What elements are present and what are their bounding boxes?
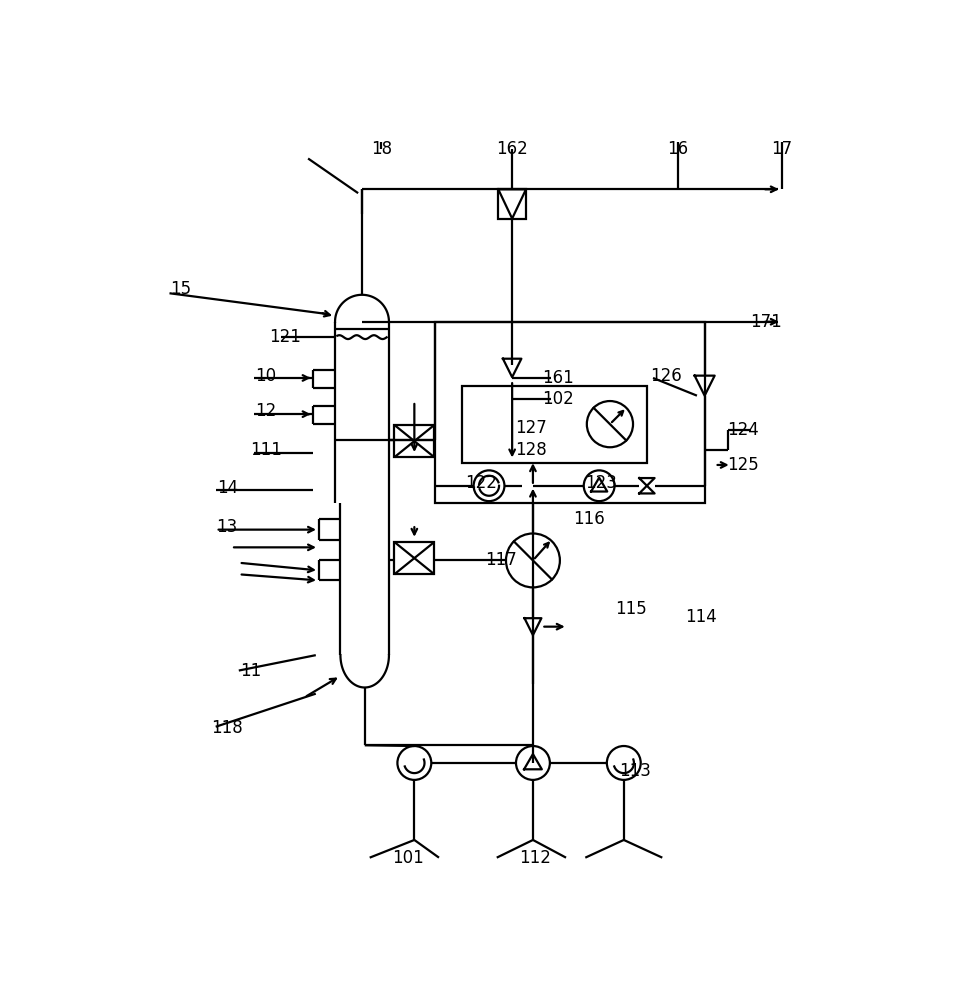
Bar (435, 322, 705, 503)
Bar (395, 542, 434, 574)
Text: 124: 124 (727, 421, 759, 439)
Text: 126: 126 (650, 367, 682, 385)
Text: 123: 123 (585, 474, 617, 492)
Text: 16: 16 (667, 140, 689, 158)
Text: 112: 112 (519, 849, 551, 867)
Circle shape (474, 470, 505, 501)
Circle shape (607, 746, 641, 780)
Text: 11: 11 (240, 662, 261, 680)
Text: 101: 101 (393, 849, 425, 867)
Circle shape (587, 401, 633, 447)
Text: 13: 13 (217, 518, 238, 536)
Text: 102: 102 (542, 390, 574, 408)
Bar (498, 189, 526, 219)
Text: 111: 111 (249, 441, 281, 459)
Text: 114: 114 (685, 608, 717, 626)
Text: 117: 117 (484, 551, 516, 569)
Text: 14: 14 (217, 479, 238, 497)
Text: 125: 125 (727, 456, 759, 474)
Text: 18: 18 (370, 140, 392, 158)
Circle shape (516, 746, 550, 780)
Text: 171: 171 (750, 313, 782, 331)
Bar (462, 386, 647, 463)
Text: 116: 116 (573, 510, 605, 528)
Text: 161: 161 (542, 369, 574, 387)
Text: 162: 162 (496, 140, 528, 158)
Text: 12: 12 (255, 402, 277, 420)
Text: 113: 113 (620, 762, 652, 780)
Text: 127: 127 (515, 419, 547, 437)
Text: 128: 128 (515, 441, 547, 459)
Circle shape (506, 533, 560, 587)
Text: 17: 17 (771, 140, 792, 158)
Text: 10: 10 (255, 367, 277, 385)
Bar (395, 425, 434, 457)
Circle shape (584, 470, 615, 501)
Text: 115: 115 (616, 600, 647, 618)
Text: 121: 121 (269, 328, 301, 346)
Text: 15: 15 (170, 280, 191, 298)
Circle shape (397, 746, 431, 780)
Text: 118: 118 (212, 719, 243, 737)
Text: 122: 122 (465, 474, 497, 492)
